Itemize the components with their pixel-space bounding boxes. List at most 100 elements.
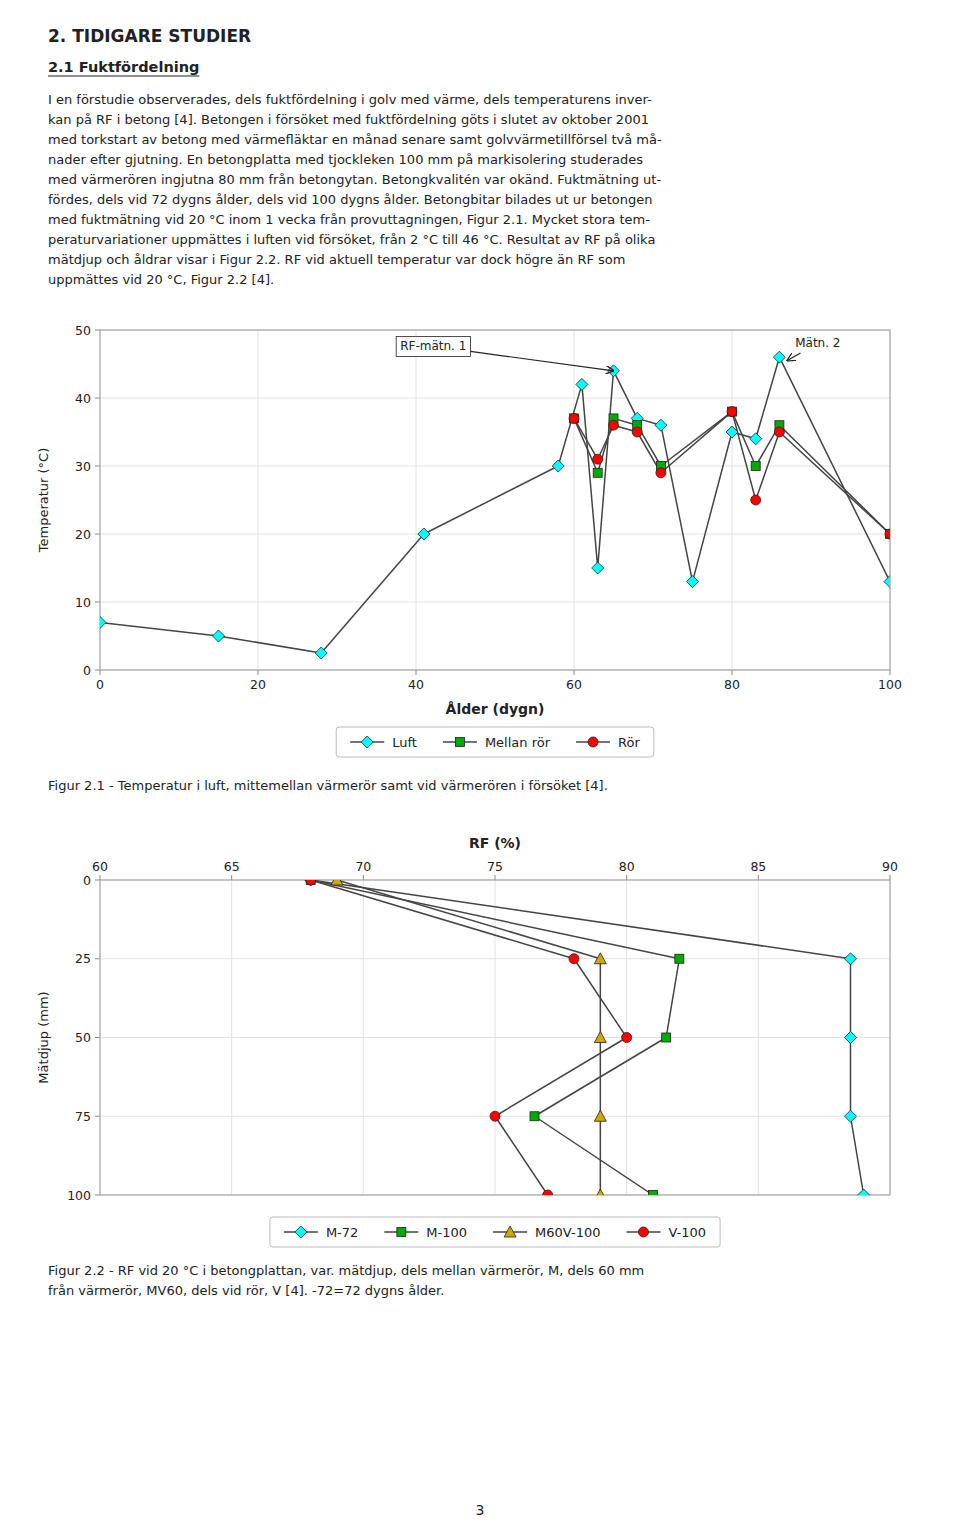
point [687,576,699,588]
tick-x [574,670,575,675]
point [884,576,890,588]
point [530,1112,539,1121]
tick-label-y: 50 [75,1030,91,1045]
tick-y [95,958,100,959]
series-line [311,880,627,1195]
x-axis-label: RF (%) [469,835,521,851]
tick-x [732,670,733,675]
point [675,954,684,963]
point [315,647,327,659]
tick-label-y: 20 [75,527,91,542]
point [594,1032,606,1043]
legend-item: M-100 [384,1225,467,1240]
body-line: nader efter gjutning. En betongplatta me… [48,152,643,167]
body-line: uppmättes vid 20 °C, Figur 2.2 [4]. [48,272,274,287]
point [774,427,784,437]
grid-line-x [231,880,232,1195]
annotation-text: Mätn. 2 [795,336,840,350]
tick-y [95,602,100,603]
tick-label-x: 100 [878,677,902,692]
tick-y [95,330,100,331]
data-layer [100,351,890,659]
legend-label: M60V-100 [535,1225,600,1240]
legend-label: V-100 [668,1225,706,1240]
tick-y [95,670,100,671]
section-title: 2.1 Fuktfördelning [48,59,199,75]
point [594,1189,606,1195]
tick-label-y: 30 [75,459,91,474]
tick-label-x: 60 [566,677,582,692]
grid-line-x [363,880,364,1195]
tick-label-x: 70 [355,859,371,874]
point [655,419,667,431]
body-line: med värmerören ingjutna 80 mm från beton… [48,172,661,187]
point [306,880,315,885]
legend-item: Rör [576,735,640,750]
body-line: mätdjup och åldrar visar i Figur 2.2. RF… [48,252,625,267]
grid-line-x [732,330,733,670]
legend: M-72 M-100 M60V-100 V-100 [270,1217,720,1247]
tick-x [416,670,417,675]
point [543,1190,553,1195]
tick-y [95,466,100,467]
tick-label-y: 100 [67,1188,91,1203]
legend-item: Mellan rör [443,735,551,750]
legend-label: M-100 [426,1225,467,1240]
point [886,530,891,539]
point [593,454,603,464]
tick-x [890,875,891,880]
plot-frame [100,880,890,1195]
tick-label-x: 80 [619,859,635,874]
point [594,953,606,964]
series-line [311,880,680,1195]
point [656,468,666,478]
body-line: fördes, dels vid 72 dygns ålder, dels vi… [48,192,653,207]
y-axis-label: Temperatur (°C) [36,448,51,554]
point [490,1111,500,1121]
grid-line-y [100,534,890,535]
tick-x [758,875,759,880]
series-line [311,880,864,1195]
legend-label: M-72 [326,1225,358,1240]
point [331,880,343,885]
point [622,1033,632,1043]
section-underline [48,76,199,77]
legend-marker [638,1227,648,1237]
tick-x [363,875,364,880]
body-line: peraturvariationer uppmättes i luften vi… [48,232,655,247]
point [569,413,579,423]
legend-label: Mellan rör [485,735,551,750]
x-axis-label: Ålder (dygn) [446,701,545,717]
grid-line-y [100,466,890,467]
caption: Figur 2.1 - Temperatur i luft, mittemell… [48,778,608,793]
tick-y [95,880,100,881]
point [552,460,564,472]
tick-x [100,875,101,880]
y-axis-label: Mätdjup (mm) [36,991,51,1083]
tick-label-x: 0 [96,677,104,692]
plot-frame [100,330,890,670]
caption: från värmerör, MV60, dels vid rör, V [4]… [48,1283,444,1298]
body-line: I en förstudie observerades, dels fuktfö… [48,92,652,107]
tick-label-x: 40 [408,677,424,692]
legend-marker [361,736,373,748]
tick-label-x: 60 [92,859,108,874]
body-line: kan på RF i betong [4]. Betongen i försö… [48,112,649,127]
point [305,880,317,886]
tick-y [95,534,100,535]
tick-label-y: 0 [83,873,91,888]
annotation: RF-mätn. 1 [396,336,613,370]
grid-line-x [758,880,759,1195]
point [594,1110,606,1121]
point [569,954,579,964]
legend-item: V-100 [626,1225,706,1240]
point [726,426,738,438]
point [593,468,602,477]
tick-label-x: 90 [882,859,898,874]
annotation-box [396,336,470,356]
tick-label-y: 40 [75,391,91,406]
legend-marker [455,738,464,747]
legend-item: M-72 [284,1225,358,1240]
legend-marker [504,1226,516,1237]
point [576,378,588,390]
